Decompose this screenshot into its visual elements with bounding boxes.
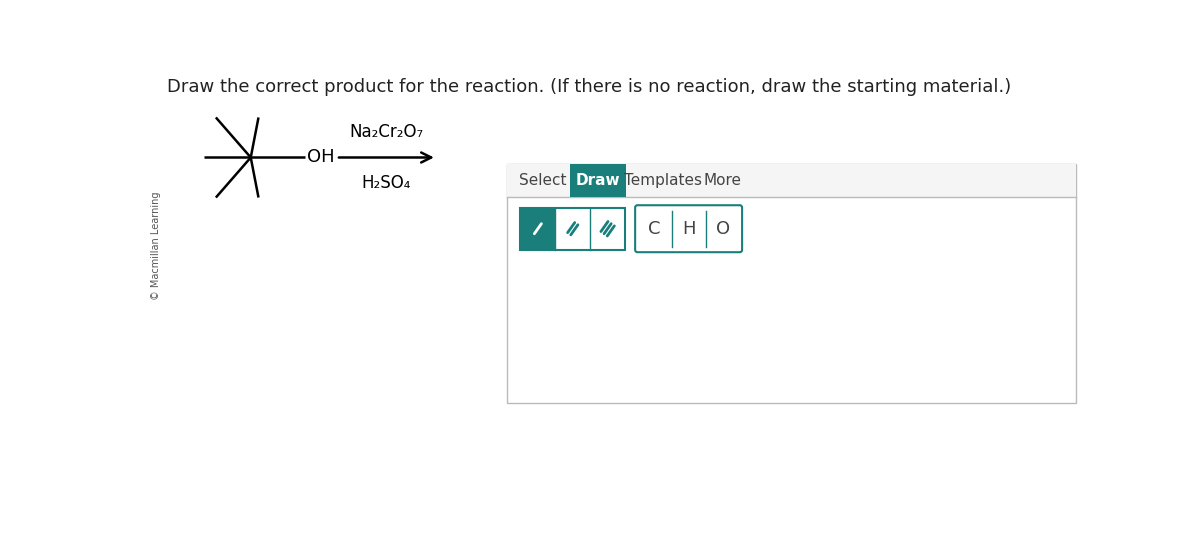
Text: Na₂Cr₂O₇: Na₂Cr₂O₇ xyxy=(349,123,424,140)
FancyBboxPatch shape xyxy=(570,165,626,197)
Text: Draw: Draw xyxy=(576,173,620,188)
Text: © Macmillan Learning: © Macmillan Learning xyxy=(151,192,161,300)
FancyBboxPatch shape xyxy=(506,165,1076,197)
Text: OH: OH xyxy=(307,148,335,167)
FancyBboxPatch shape xyxy=(521,207,556,250)
Text: Select: Select xyxy=(520,173,566,188)
FancyBboxPatch shape xyxy=(506,165,1076,403)
Text: H₂SO₄: H₂SO₄ xyxy=(361,174,412,192)
FancyBboxPatch shape xyxy=(635,205,742,252)
Text: More: More xyxy=(703,173,742,188)
Text: Draw the correct product for the reaction. (If there is no reaction, draw the st: Draw the correct product for the reactio… xyxy=(167,78,1012,96)
FancyBboxPatch shape xyxy=(521,207,625,250)
Text: C: C xyxy=(648,220,661,237)
Text: O: O xyxy=(715,220,730,237)
Text: H: H xyxy=(682,220,695,237)
Text: Templates: Templates xyxy=(624,173,702,188)
